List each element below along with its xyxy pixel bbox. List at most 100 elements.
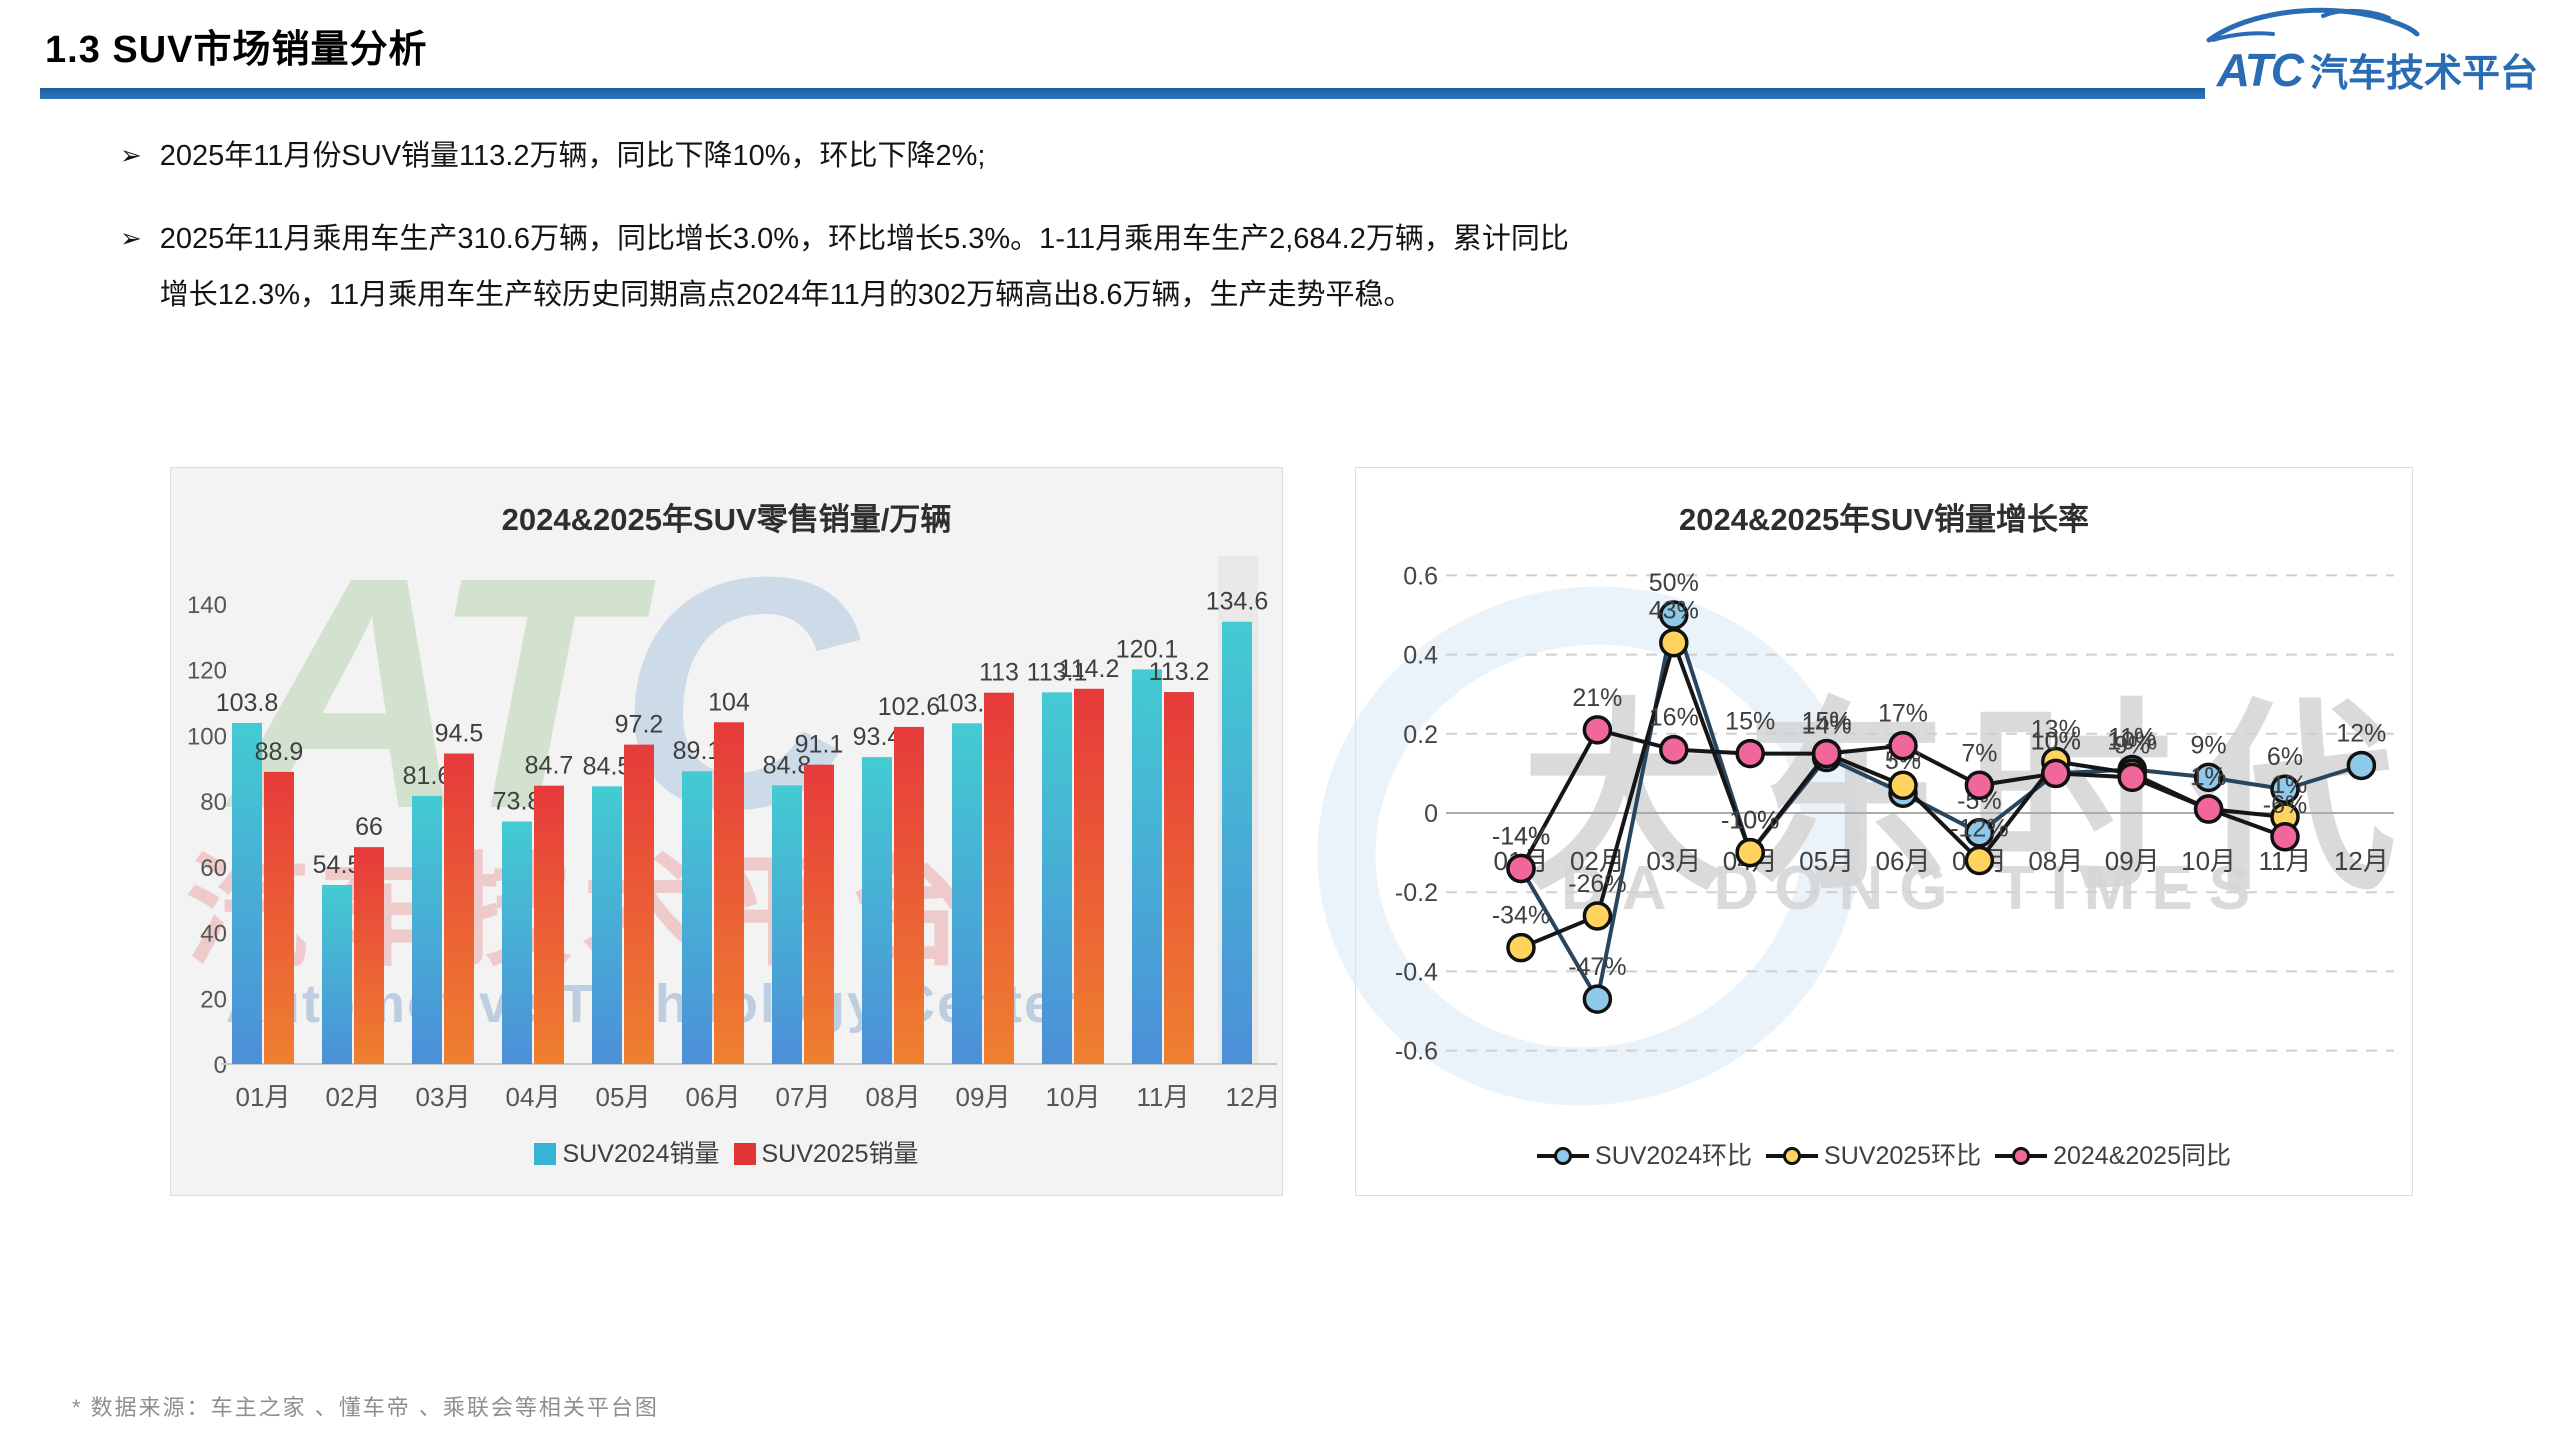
marker-2024&2025同比-08月	[2041, 758, 2071, 789]
bar-x-label: 10月	[1046, 1082, 1101, 1112]
bar-value-label: 73.8	[493, 788, 542, 816]
bar-value-label: 54.5	[313, 851, 362, 879]
point-label: 10%	[2107, 727, 2157, 755]
point-label: -14%	[1492, 822, 1550, 850]
point-label: 9%	[2191, 731, 2227, 759]
legend-marker-icon	[2012, 1147, 2031, 1165]
bar-x-label: 12月	[1226, 1082, 1281, 1112]
bar-value-label: 113	[979, 659, 1019, 687]
legend-item: SUV2025环比	[1766, 1136, 1981, 1172]
bar-value-label: 84.7	[525, 752, 574, 780]
point-label: 50%	[1649, 569, 1699, 597]
bar-value-label: 66	[355, 813, 383, 841]
bar-SUV2024销量-04月	[502, 821, 532, 1064]
point-label: 10%	[2031, 727, 2081, 755]
bar-value-label: 91.1	[795, 731, 844, 759]
logo-text: 汽车技术平台	[2309, 53, 2538, 95]
bar-y-tick: 60	[200, 855, 227, 882]
title-underline	[40, 88, 2205, 99]
bar-x-label: 01月	[236, 1082, 291, 1112]
page-title: 1.3 SUV市场销量分析	[45, 29, 428, 71]
bar-y-tick: 120	[187, 658, 227, 685]
line-y-tick: -0.4	[1395, 958, 1438, 986]
bar-x-label: 11月	[1137, 1082, 1190, 1112]
bar-value-label: 113.1	[1027, 658, 1088, 686]
bar-value-label: 94.5	[435, 720, 484, 748]
legend-label: SUV2025销量	[761, 1140, 919, 1168]
brand-logo: ATC 汽车技术平台	[2108, 4, 2538, 96]
logo-abbr: ATC	[2216, 44, 2304, 96]
bar-SUV2024销量-01月	[232, 722, 262, 1064]
bar-value-label: 88.9	[255, 738, 304, 766]
point-label: 43%	[1649, 597, 1699, 625]
bar-y-tick: 20	[200, 986, 227, 1013]
point-label: 7%	[1961, 739, 1997, 767]
bar-chart-legend: SUV2024销量 SUV2025销量	[171, 1134, 1282, 1170]
bar-y-tick: 40	[200, 921, 227, 948]
marker-SUV2025环比-06月	[1888, 770, 1918, 801]
bar-SUV2025销量-09月	[984, 692, 1014, 1064]
line-chart-panel: 大东时代 DA DONG TIMES 2024&2025年SUV销量增长率 0.…	[1249, 467, 2413, 1196]
marker-2024&2025同比-02月	[1582, 715, 1613, 745]
marker-SUV2025环比-04月	[1735, 837, 1765, 868]
bullet-text: 2025年11月份SUV销量113.2万辆，同比下降10%，环比下降2%;	[159, 140, 986, 172]
point-label: 17%	[1878, 700, 1928, 728]
line-y-tick: -0.6	[1395, 1038, 1438, 1066]
bar-y-tick: 140	[187, 592, 227, 619]
point-label: 1%	[2191, 763, 2227, 791]
bar-x-label: 07月	[776, 1082, 831, 1112]
legend-label: SUV2024销量	[562, 1140, 720, 1168]
marker-SUV2024环比-02月	[1582, 984, 1613, 1014]
legend-item: SUV2024销量	[534, 1134, 720, 1170]
line-chart-legend: SUV2024环比 SUV2025环比 2024&2025同比	[1356, 1136, 2412, 1172]
line-y-tick: 0.2	[1403, 721, 1438, 749]
line-x-label: 05月	[1799, 846, 1854, 876]
line-x-label: 09月	[2105, 846, 2160, 876]
bar-value-label: 134.6	[1206, 588, 1269, 616]
point-label: -12%	[1950, 815, 2008, 843]
bullet-item: ➢ 2025年11月乘用车生产310.6万辆，同比增长3.0%，环比增长5.3%…	[120, 211, 1580, 324]
bar-SUV2024销量-08月	[862, 757, 892, 1064]
legend-label: 2024&2025同比	[2053, 1142, 2231, 1170]
marker-SUV2025环比-02月	[1582, 901, 1613, 931]
bar-value-label: 89.1	[673, 737, 722, 765]
line-y-tick: 0.6	[1403, 562, 1438, 590]
bar-value-label: 81.6	[403, 762, 452, 790]
bullet-arrow-icon: ➢	[120, 140, 142, 170]
bar-SUV2024销量-11月	[1132, 669, 1162, 1064]
point-label: 15%	[1802, 708, 1852, 736]
bar-SUV2024销量-09月	[952, 723, 982, 1064]
point-label: -6%	[2263, 791, 2307, 819]
bar-SUV2025销量-08月	[894, 726, 924, 1064]
point-label: -10%	[1721, 807, 1779, 835]
bar-SUV2025销量-04月	[534, 785, 564, 1064]
bar-x-label: 04月	[506, 1082, 561, 1112]
point-label: 11%	[2108, 723, 2156, 751]
bar-SUV2025销量-11月	[1164, 692, 1194, 1064]
marker-2024&2025同比-04月	[1735, 738, 1765, 769]
point-label: -26%	[1568, 870, 1626, 898]
line-y-tick: 0.4	[1403, 642, 1438, 670]
marker-2024&2025同比-03月	[1659, 734, 1689, 765]
legend-marker-icon	[1554, 1147, 1573, 1165]
bar-value-label: 93.4	[853, 723, 902, 751]
marker-2024&2025同比-07月	[1964, 770, 1995, 801]
point-label: -14%	[1492, 822, 1550, 850]
point-label: 6%	[2267, 743, 2303, 771]
bar-SUV2025销量-10月	[1074, 688, 1104, 1064]
bar-x-label: 02月	[326, 1082, 381, 1112]
bar-value-label: 114.2	[1059, 655, 1120, 683]
bar-chart-panel: ATC 汽车技术平台 Automotive Technology Center …	[170, 467, 1283, 1196]
point-label: -10%	[1721, 807, 1779, 835]
bar-SUV2025销量-01月	[264, 771, 294, 1064]
marker-2024&2025同比-06月	[1888, 730, 1918, 761]
bar-value-label: 113.2	[1149, 658, 1210, 686]
marker-SUV2025环比-01月	[1506, 932, 1536, 963]
legend-item: SUV2024环比	[1537, 1136, 1752, 1172]
bar-SUV2025销量-02月	[354, 847, 384, 1064]
point-label: 12%	[2336, 719, 2386, 747]
point-label: 21%	[1572, 684, 1622, 712]
bar-SUV2024销量-06月	[682, 771, 712, 1064]
bar-value-label: 102.6	[878, 693, 941, 721]
